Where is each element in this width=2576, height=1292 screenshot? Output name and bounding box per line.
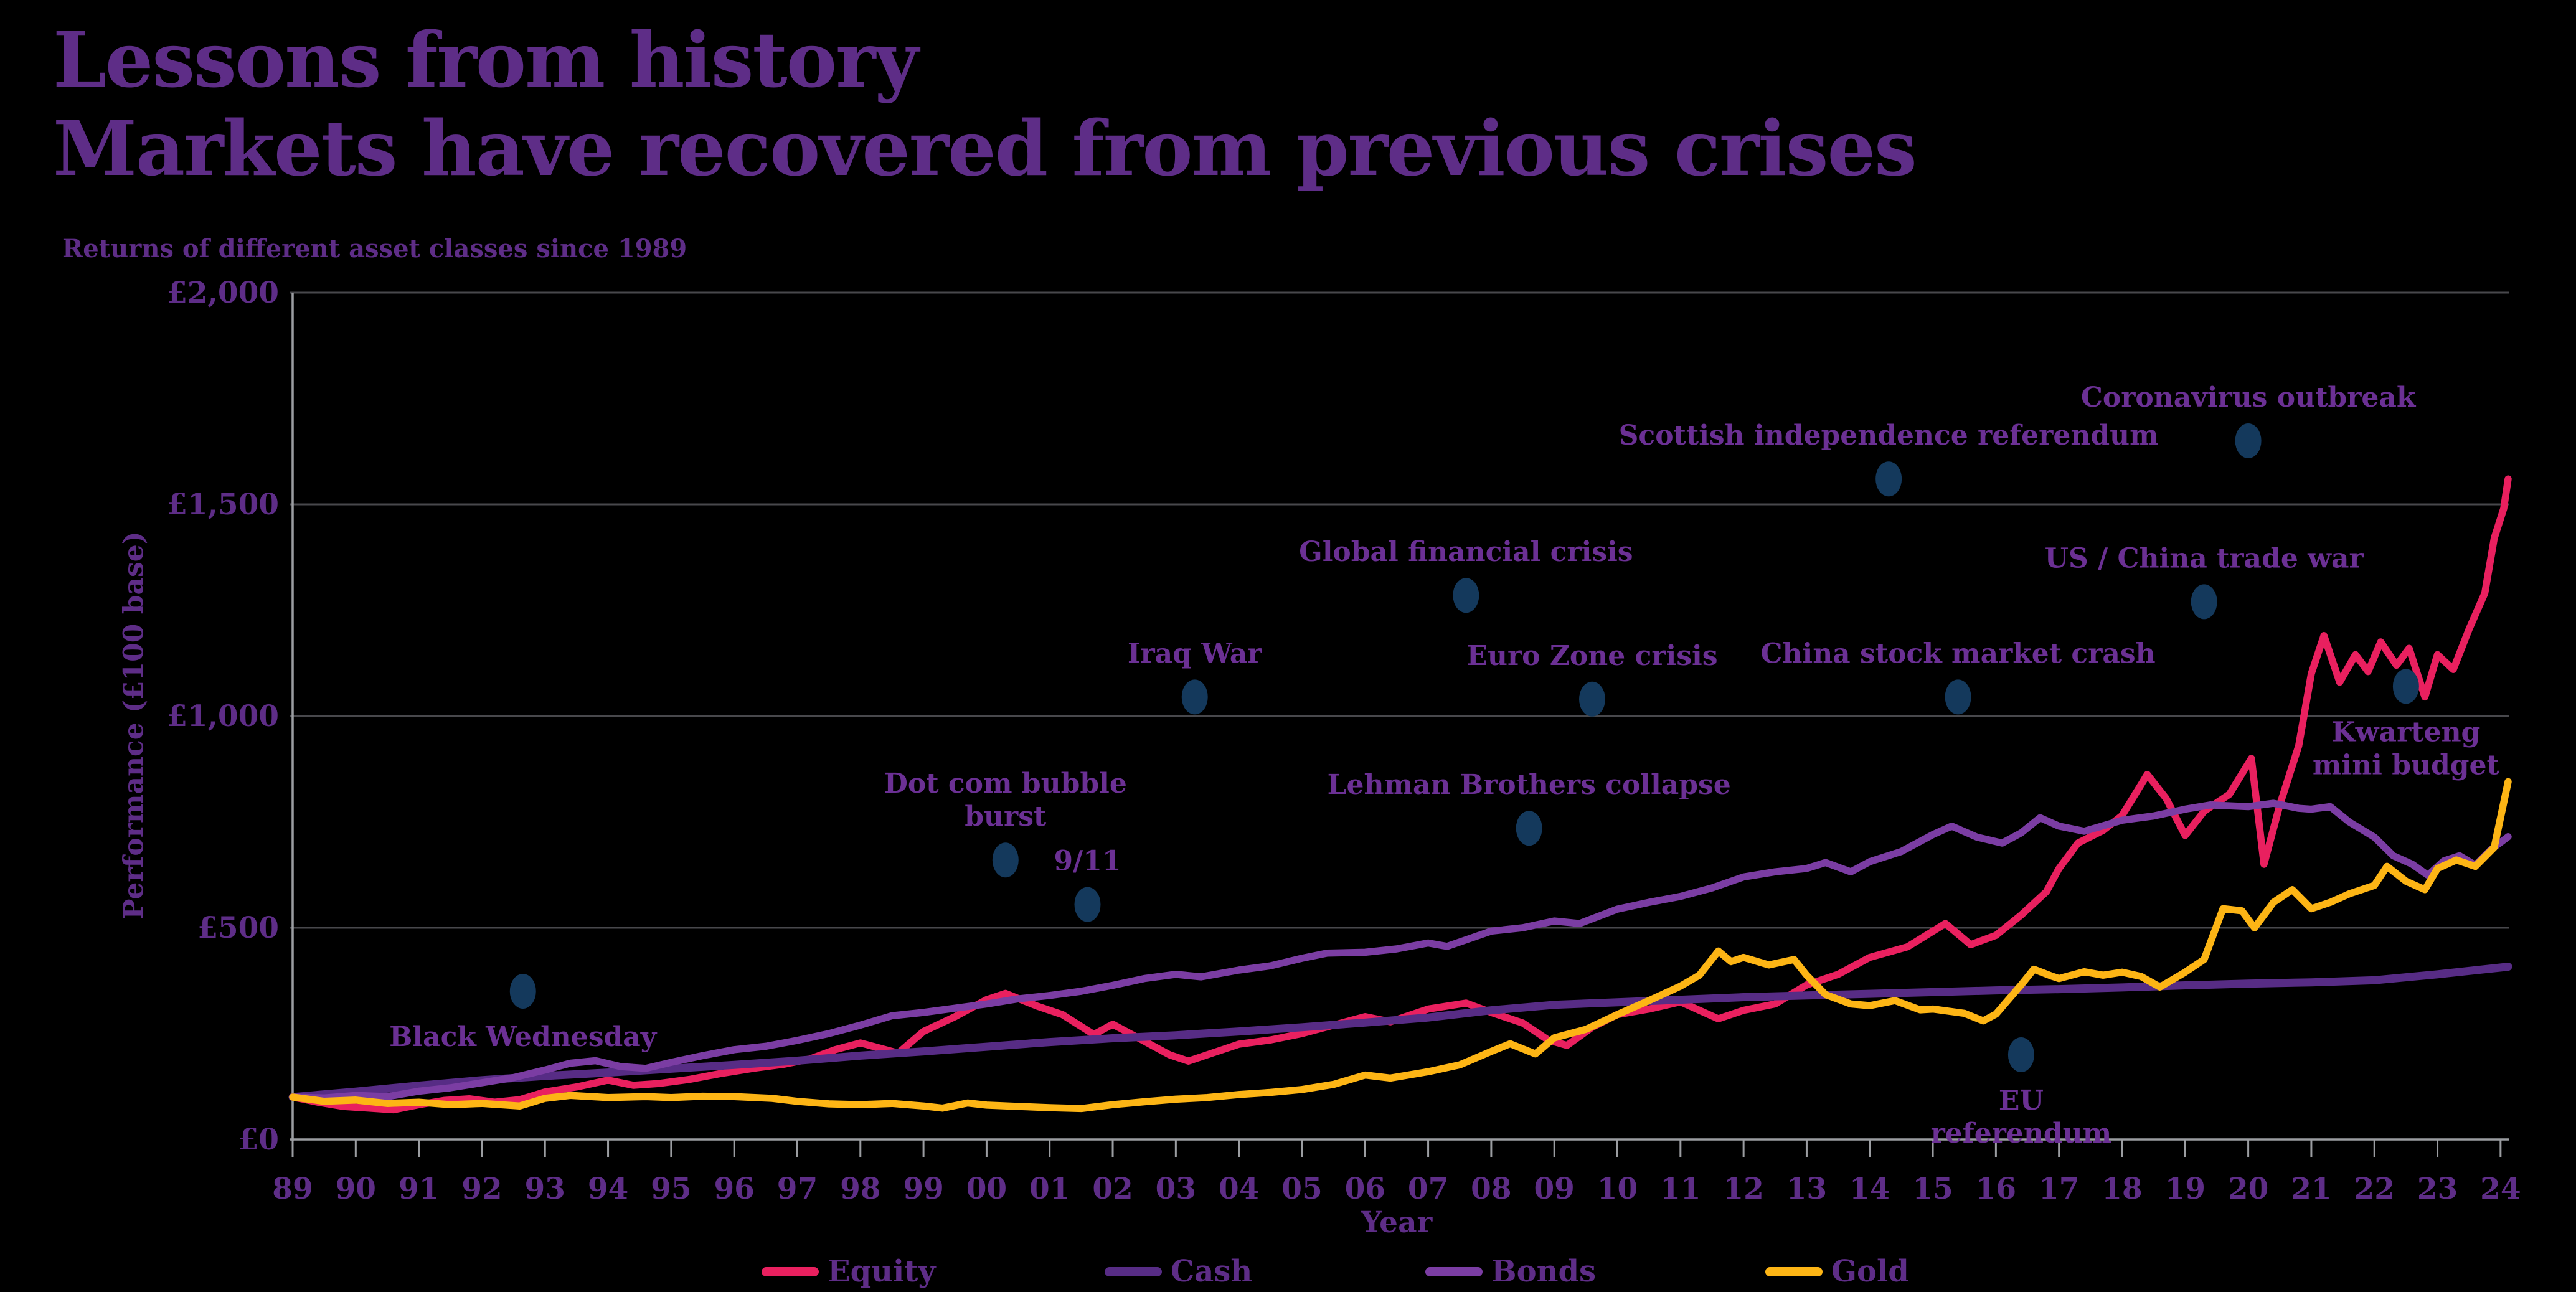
x-tick-label: 22 <box>2354 1172 2395 1206</box>
x-tick-label: 18 <box>2102 1172 2142 1206</box>
event-dot <box>2191 584 2217 620</box>
x-tick-label: 17 <box>2039 1172 2079 1206</box>
x-axis-title: Year <box>1361 1205 1433 1240</box>
legend-swatch-gold <box>1765 1266 1823 1276</box>
event-dot <box>1074 887 1101 922</box>
x-tick-label: 91 <box>399 1172 439 1206</box>
legend-label-equity: Equity <box>828 1254 936 1289</box>
event-label: US / China trade war <box>2045 542 2364 574</box>
page-title-line2: Markets have recovered from previous cri… <box>53 103 1917 193</box>
page-title: Lessons from history Markets have recove… <box>53 15 1917 193</box>
event-label: China stock market crash <box>1760 638 2155 669</box>
x-tick-label: 05 <box>1281 1172 1322 1206</box>
x-tick-label: 16 <box>1976 1172 2016 1206</box>
legend-item-equity: Equity <box>762 1255 935 1288</box>
x-tick-label: 14 <box>1849 1172 1890 1206</box>
legend-label-cash: Cash <box>1171 1254 1253 1289</box>
x-tick-label: 94 <box>588 1172 628 1206</box>
x-tick-label: 96 <box>714 1172 754 1206</box>
x-tick-label: 03 <box>1156 1172 1196 1206</box>
event-label: referendum <box>1931 1118 2112 1149</box>
x-tick-label: 11 <box>1660 1172 1701 1206</box>
x-tick-label: 93 <box>525 1172 565 1206</box>
y-tick-label: £1,500 <box>167 488 279 522</box>
event-dot <box>2392 669 2419 704</box>
chart-subtitle: Returns of different asset classes since… <box>62 234 687 263</box>
x-tick-label: 13 <box>1786 1172 1827 1206</box>
event-label: Black Wednesday <box>389 1021 658 1053</box>
x-tick-label: 06 <box>1345 1172 1385 1206</box>
event-label: 9/11 <box>1054 846 1121 877</box>
event-dot <box>1453 578 1479 613</box>
x-tick-label: 15 <box>1912 1172 1953 1206</box>
x-tick-label: 04 <box>1219 1172 1259 1206</box>
event-dot <box>1945 679 1971 715</box>
x-tick-label: 01 <box>1029 1172 1070 1206</box>
event-dot <box>2235 423 2262 458</box>
x-tick-label: 99 <box>903 1172 943 1206</box>
series-line-gold <box>289 778 2512 1113</box>
x-tick-label: 89 <box>272 1172 313 1206</box>
legend-label-bonds: Bonds <box>1491 1254 1597 1289</box>
x-tick-label: 92 <box>461 1172 502 1206</box>
event-label: Lehman Brothers collapse <box>1328 769 1731 801</box>
x-tick-label: 19 <box>2165 1172 2206 1206</box>
event-dot <box>1578 681 1605 717</box>
legend-label-gold: Gold <box>1831 1254 1909 1289</box>
legend-swatch-bonds <box>1425 1266 1483 1276</box>
x-tick-label: 95 <box>651 1172 691 1206</box>
event-dot <box>992 842 1019 878</box>
x-tick-label: 20 <box>2228 1172 2268 1206</box>
event-label: Coronavirus outbreak <box>2081 382 2417 413</box>
x-tick-label: 10 <box>1597 1172 1638 1206</box>
series-line-bonds <box>289 799 2512 1102</box>
legend-swatch-equity <box>762 1266 819 1276</box>
event-label: Euro Zone crisis <box>1466 640 1717 672</box>
x-tick-label: 97 <box>777 1172 818 1206</box>
x-tick-label: 98 <box>840 1172 880 1206</box>
y-tick-label: £500 <box>197 911 279 945</box>
x-tick-label: 90 <box>336 1172 376 1206</box>
x-tick-label: 24 <box>2480 1172 2521 1206</box>
series-line-equity <box>289 475 2512 1114</box>
x-tick-label: 23 <box>2417 1172 2458 1206</box>
x-tick-label: 12 <box>1723 1172 1763 1206</box>
legend-swatch-cash <box>1105 1266 1162 1276</box>
y-tick-label: £2,000 <box>167 276 279 310</box>
event-label: Global financial crisis <box>1299 536 1633 568</box>
event-label: Kwarteng <box>2331 716 2480 748</box>
event-label: EU <box>1999 1085 2044 1116</box>
legend-item-cash: Cash <box>1105 1255 1252 1288</box>
event-label: Scottish independence referendum <box>1619 420 2159 451</box>
page-title-line1: Lessons from history <box>53 15 918 105</box>
event-label: mini budget <box>2313 749 2500 781</box>
y-tick-label: £0 <box>238 1123 279 1157</box>
series-line-cash <box>288 963 2512 1101</box>
event-dot <box>2007 1037 2034 1072</box>
event-dot <box>1181 679 1208 715</box>
y-tick-label: £1,000 <box>167 699 279 733</box>
event-dot <box>1875 461 1902 497</box>
x-tick-label: 08 <box>1471 1172 1511 1206</box>
x-tick-label: 21 <box>2291 1172 2331 1206</box>
x-tick-label: 00 <box>966 1172 1007 1206</box>
event-label: Iraq War <box>1128 638 1262 669</box>
event-dot <box>1516 811 1542 846</box>
event-label: burst <box>965 801 1047 832</box>
x-tick-label: 09 <box>1534 1172 1574 1206</box>
x-tick-label: 02 <box>1092 1172 1133 1206</box>
legend-item-gold: Gold <box>1765 1255 1909 1288</box>
event-dot <box>509 974 536 1009</box>
event-label: Dot com bubble <box>884 768 1127 799</box>
x-tick-label: 07 <box>1408 1172 1448 1206</box>
legend-item-bonds: Bonds <box>1425 1255 1596 1288</box>
